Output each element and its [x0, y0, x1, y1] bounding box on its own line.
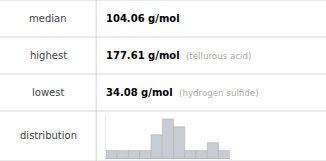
svg-text:lowest: lowest	[32, 87, 64, 98]
svg-text:median: median	[29, 13, 67, 24]
svg-text:distribution: distribution	[20, 130, 77, 141]
svg-text:highest: highest	[30, 50, 67, 61]
svg-text:177.61 g/mol (tellurous acid): 177.61 g/mol (tellurous acid)	[106, 50, 251, 61]
svg-text:104.06 g/mol: 104.06 g/mol	[106, 13, 180, 24]
svg-text:34.08 g/mol (hydrogen sulfide: 34.08 g/mol (hydrogen sulfide)	[106, 87, 259, 98]
